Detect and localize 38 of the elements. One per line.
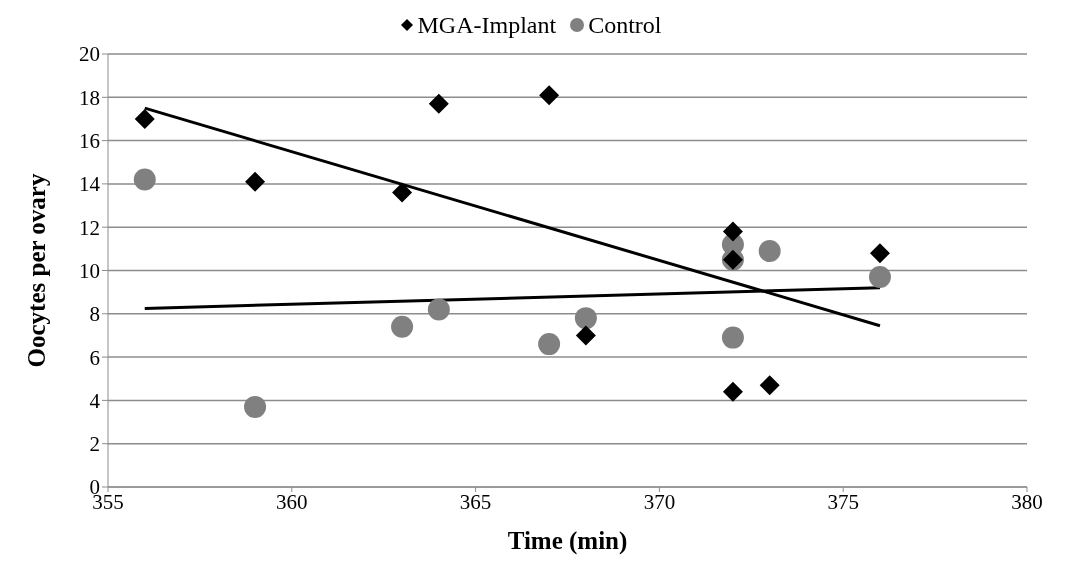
point <box>721 326 744 349</box>
y-tick-label: 8 <box>89 302 100 327</box>
y-tick-label: 16 <box>79 129 100 154</box>
point <box>575 325 596 346</box>
point <box>391 315 414 338</box>
y-tick-label: 12 <box>79 215 100 240</box>
point <box>869 243 890 264</box>
point <box>722 221 743 242</box>
point <box>868 266 891 288</box>
y-tick-label: 14 <box>79 172 101 197</box>
x-axis-title: Time (min) <box>507 527 628 555</box>
y-tick-label: 10 <box>79 258 100 283</box>
x-tick-label: 365 <box>459 489 492 514</box>
y-tick-label: 4 <box>89 388 101 413</box>
point <box>574 307 597 330</box>
point <box>245 171 266 192</box>
point <box>759 375 780 396</box>
y-tick-label: 6 <box>89 345 100 370</box>
y-tick-label: 18 <box>79 85 100 110</box>
y-tick-label: 20 <box>79 42 100 67</box>
x-tick-label: 375 <box>827 489 859 514</box>
point <box>134 108 155 129</box>
x-tick-label: 380 <box>1011 489 1043 514</box>
legend-label: MGA-Implant <box>416 11 557 39</box>
legend-label: Control <box>587 11 662 39</box>
point <box>427 298 450 321</box>
x-tick-label: 360 <box>276 489 308 514</box>
point <box>758 240 781 263</box>
y-tick-label: 2 <box>89 432 100 457</box>
y-axis-title: Oocytes per ovary <box>22 173 50 368</box>
point <box>392 182 413 203</box>
point <box>428 93 449 114</box>
point <box>539 85 560 106</box>
point <box>133 168 156 191</box>
point <box>538 333 561 356</box>
point <box>244 395 267 418</box>
x-tick-label: 370 <box>643 489 676 514</box>
point <box>722 381 743 402</box>
